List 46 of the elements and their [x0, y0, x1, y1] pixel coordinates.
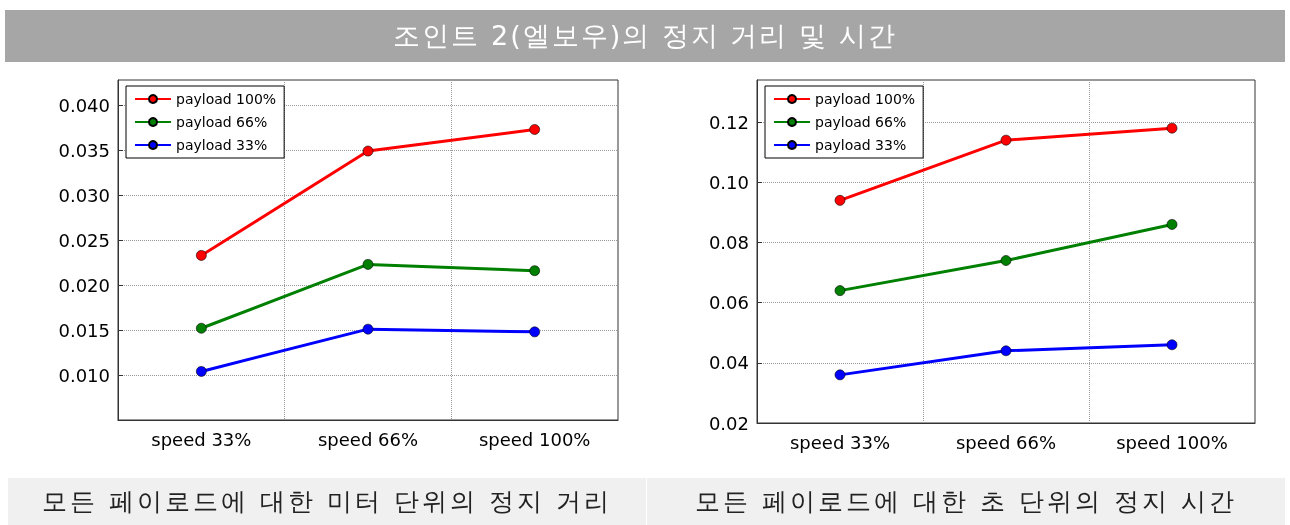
- point: [1166, 219, 1178, 230]
- legend-label: payload 33%: [176, 137, 268, 153]
- legend-label: payload 66%: [815, 114, 907, 130]
- legend-label: payload 66%: [176, 114, 268, 130]
- y-tick-label: 0.04: [708, 352, 749, 374]
- legend-label: payload 100%: [176, 91, 277, 107]
- point: [196, 322, 207, 334]
- point: [529, 326, 540, 338]
- point: [529, 124, 540, 135]
- point: [1000, 255, 1012, 266]
- point: [196, 250, 207, 261]
- chart-title: 조인트 2(엘보우)의 정지 거리 및 시간: [5, 10, 1285, 62]
- point: [529, 265, 540, 276]
- point: [362, 259, 374, 270]
- point: [834, 285, 846, 296]
- point: [1166, 339, 1178, 351]
- point: [362, 323, 374, 335]
- y-tick-label: 0.08: [708, 231, 749, 253]
- y-tick-label: 0.040: [58, 94, 110, 116]
- x-tick-label: speed 100%: [478, 428, 591, 450]
- text: 모든 페이로드에 대한 초 단위의 정지 시간: [647, 478, 1285, 525]
- legend-label: payload 33%: [815, 137, 907, 153]
- point: [834, 369, 846, 381]
- x-tick-label: speed 66%: [955, 431, 1057, 453]
- point: [834, 195, 846, 206]
- y-tick-label: 0.015: [58, 319, 110, 341]
- y-tick-label: 0.020: [58, 274, 110, 296]
- point: [1166, 122, 1178, 134]
- x-tick-label: speed 100%: [1116, 431, 1228, 453]
- y-tick-label: 0.06: [708, 292, 749, 314]
- y-tick-label: 0.030: [58, 184, 110, 206]
- y-tick-label: 0.025: [58, 229, 110, 251]
- legend-label: payload 100%: [815, 91, 916, 107]
- point: [1000, 134, 1012, 146]
- point: [362, 145, 374, 157]
- y-tick-label: 0.035: [58, 139, 110, 161]
- y-tick-label: 0.010: [58, 364, 110, 386]
- text: 모든 페이로드에 대한 미터 단위의 정지 거리: [8, 478, 646, 525]
- x-tick-label: speed 66%: [317, 428, 419, 450]
- x-tick-label: speed 33%: [789, 431, 891, 453]
- point: [196, 366, 207, 377]
- point: [1000, 345, 1012, 357]
- x-tick-label: speed 33%: [151, 428, 252, 450]
- y-tick-label: 0.12: [708, 111, 749, 133]
- y-tick-label: 0.02: [708, 412, 749, 434]
- y-tick-label: 0.10: [708, 171, 749, 193]
